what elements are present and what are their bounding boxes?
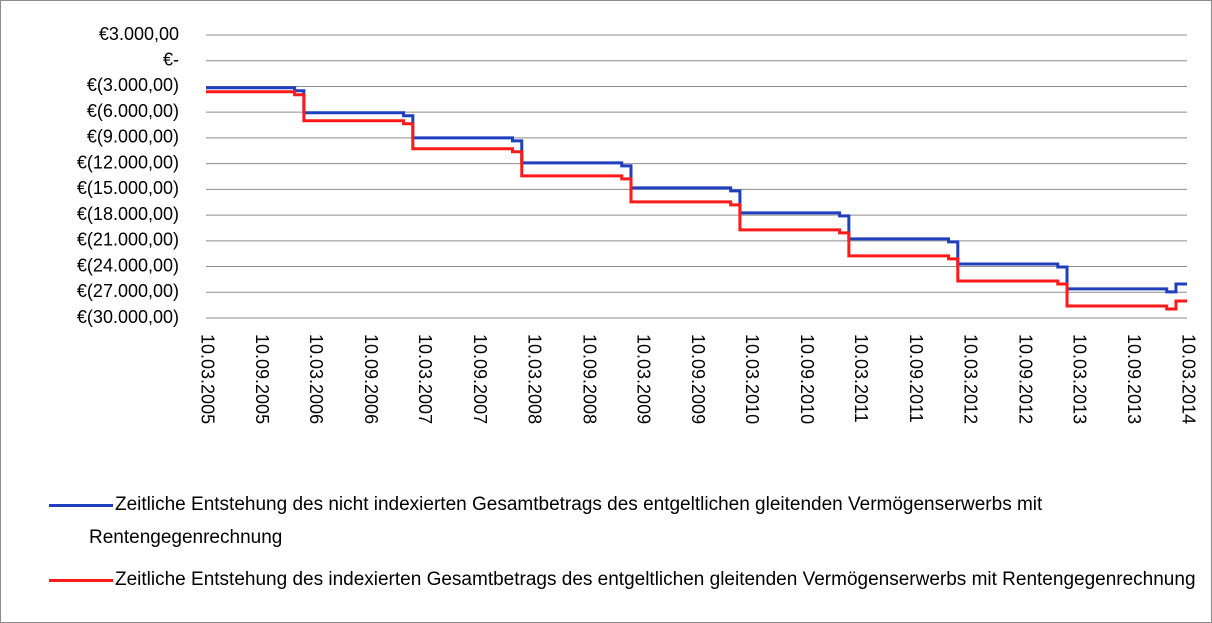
x-tick-label: 10.03.2010 xyxy=(742,334,762,424)
series-line xyxy=(206,90,1187,311)
x-tick-label: 10.03.2005 xyxy=(197,334,217,424)
x-tick-label: 10.03.2008 xyxy=(524,334,544,424)
x-tick-label: 10.09.2008 xyxy=(579,334,599,424)
x-tick-label: 10.09.2011 xyxy=(906,334,926,423)
x-tick-label: 10.09.2012 xyxy=(1015,334,1035,424)
y-tick-label: €(30.000,00) xyxy=(77,307,179,327)
y-tick-label: €(9.000,00) xyxy=(87,127,179,147)
y-tick-label: €(27.000,00) xyxy=(77,281,179,301)
x-tick-label: 10.03.2011 xyxy=(851,334,871,423)
y-tick-label: €3.000,00 xyxy=(99,24,179,44)
legend-label: Zeitliche Entstehung des indexierten Ges… xyxy=(115,569,1196,590)
x-tick-label: 10.03.2007 xyxy=(415,334,435,424)
y-tick-label: €(6.000,00) xyxy=(87,101,179,121)
x-tick-label: 10.03.2014 xyxy=(1178,334,1198,424)
y-tick-label: €- xyxy=(163,49,179,69)
legend-swatch xyxy=(49,504,113,507)
x-tick-label: 10.09.2013 xyxy=(1124,334,1144,424)
y-tick-label: €(21.000,00) xyxy=(77,230,179,250)
x-tick-label: 10.09.2009 xyxy=(688,334,708,424)
y-tick-label: €(24.000,00) xyxy=(77,255,179,275)
x-tick-label: 10.03.2012 xyxy=(960,334,980,424)
x-tick-label: 10.09.2010 xyxy=(797,334,817,424)
x-tick-label: 10.03.2009 xyxy=(633,334,653,424)
legend-label: Zeitliche Entstehung des nicht indexiert… xyxy=(89,494,1043,548)
series-line xyxy=(206,86,1187,294)
y-tick-label: €(15.000,00) xyxy=(77,178,179,198)
y-tick-label: €(18.000,00) xyxy=(77,204,179,224)
y-tick-label: €(12.000,00) xyxy=(77,152,179,172)
legend-swatch xyxy=(49,579,113,582)
plot: €3.000,00 €- €(3.000,00) €(6.000,00) €(9.000… xyxy=(77,24,1198,424)
x-tick-label: 10.09.2007 xyxy=(470,334,490,424)
x-tick-label: 10.03.2013 xyxy=(1069,334,1089,424)
y-tick-label: €(3.000,00) xyxy=(87,75,179,95)
x-tick-label: 10.09.2006 xyxy=(361,334,381,424)
x-tick-label: 10.03.2006 xyxy=(306,334,326,424)
x-tick-label: 10.09.2005 xyxy=(252,334,272,424)
